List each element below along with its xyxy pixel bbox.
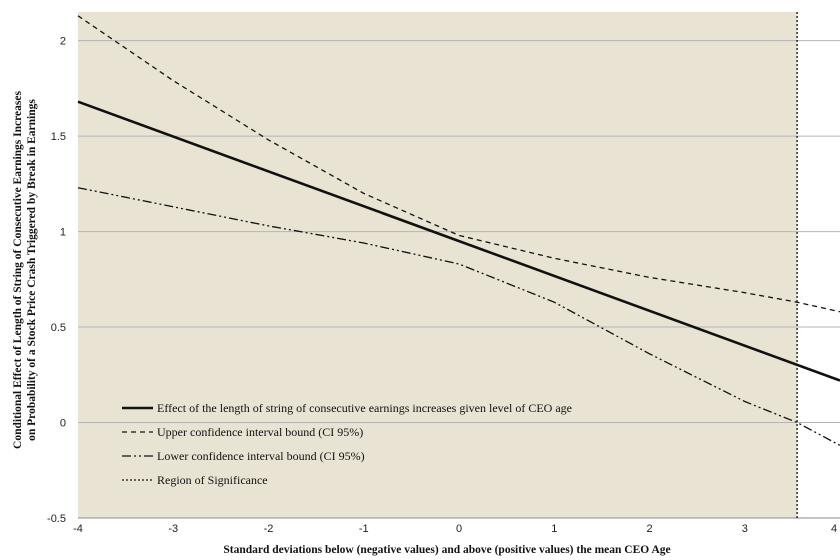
x-axis-title: Standard deviations below (negative valu… [223,544,670,556]
legend-label-effect: Effect of the length of string of consec… [157,401,572,415]
gridlines [78,40,840,519]
series-lines [77,12,840,518]
x-tick-label: 0 [456,523,462,535]
y-tick-label: 0 [60,418,66,430]
x-tick-label: -1 [359,523,369,535]
legend: Effect of the length of string of consec… [122,401,572,487]
x-tick-label: 4 [831,523,837,535]
x-tick-label: -4 [73,523,83,535]
x-tick-label: 3 [742,523,748,535]
x-axis-ticks: -4 -3 -2 -1 0 1 2 3 4 [73,523,837,535]
legend-label-lower: Lower confidence interval bound (CI 95%) [157,449,365,463]
y-tick-label: 1 [60,227,66,239]
x-tick-label: 2 [646,523,652,535]
y-tick-label: 2 [60,36,66,48]
upper-ci-line [77,15,840,313]
x-tick-label: 1 [551,523,557,535]
legend-label-region: Region of Significance [157,473,268,487]
lower-ci-line [77,187,840,446]
legend-label-upper: Upper confidence interval bound (CI 95%) [157,425,363,439]
x-tick-label: -2 [264,523,274,535]
effect-line [77,100,840,382]
y-axis-title-line-2: on Probability of a Stock Price Crash Tr… [26,99,38,441]
x-tick-label: -3 [168,523,178,535]
y-tick-label: 1.5 [51,131,66,143]
y-axis-title-line-1: Conditional Effect of Length of String o… [12,91,24,449]
y-tick-label: -0.5 [47,513,66,525]
y-axis-ticks: -0.5 0 0.5 1 1.5 2 [47,36,66,525]
y-tick-label: 0.5 [51,322,66,334]
